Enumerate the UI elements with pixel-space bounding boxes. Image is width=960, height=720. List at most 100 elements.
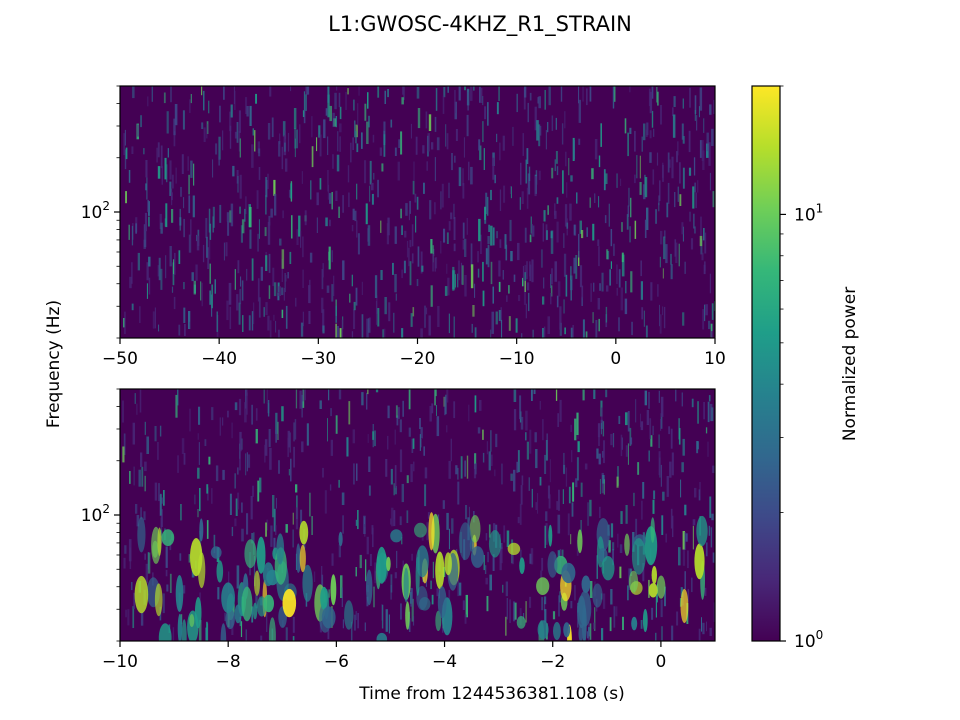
noise-streak <box>588 627 590 637</box>
noise-streak <box>361 392 364 406</box>
noise-streak <box>574 585 576 601</box>
noise-streak <box>453 316 455 338</box>
noise-streak <box>598 196 600 208</box>
noise-streak <box>569 203 572 221</box>
noise-streak <box>579 265 583 288</box>
noise-streak <box>571 502 574 517</box>
low-frequency-blob <box>302 564 313 602</box>
noise-streak <box>394 274 397 293</box>
noise-streak <box>559 591 561 603</box>
noise-streak <box>527 173 531 195</box>
noise-streak <box>338 544 341 558</box>
noise-streak <box>710 323 713 338</box>
noise-streak <box>678 243 680 267</box>
noise-streak <box>603 169 606 191</box>
noise-streak <box>171 192 173 201</box>
x-tick-label: −8 <box>216 652 241 672</box>
low-frequency-blob <box>428 512 435 551</box>
noise-streak <box>183 197 185 209</box>
noise-streak <box>679 194 682 206</box>
noise-streak <box>453 203 455 220</box>
low-frequency-blob <box>282 588 297 618</box>
noise-streak <box>534 432 537 443</box>
noise-streak <box>255 595 258 609</box>
noise-streak <box>539 401 541 410</box>
noise-streak <box>129 471 131 484</box>
noise-streak <box>420 251 423 274</box>
noise-streak <box>559 399 562 422</box>
noise-streak <box>575 478 578 488</box>
noise-streak <box>682 438 685 456</box>
noise-streak <box>351 331 354 338</box>
noise-streak <box>284 273 286 293</box>
noise-streak <box>509 599 511 623</box>
noise-streak <box>571 450 573 463</box>
noise-streak <box>240 276 242 287</box>
noise-streak <box>259 477 262 493</box>
noise-streak <box>589 499 592 517</box>
noise-streak <box>349 293 351 303</box>
low-frequency-blob <box>437 586 447 619</box>
noise-streak <box>464 238 467 257</box>
noise-streak <box>488 224 491 232</box>
noise-streak <box>542 419 544 441</box>
noise-streak <box>173 296 176 310</box>
noise-streak <box>429 405 432 422</box>
noise-streak <box>399 516 402 526</box>
noise-streak <box>670 253 672 265</box>
bottom-y-axis: 102 <box>81 388 120 642</box>
noise-streak <box>505 244 508 261</box>
noise-streak <box>570 601 573 609</box>
noise-streak <box>675 242 678 263</box>
noise-streak <box>377 86 380 98</box>
noise-streak <box>249 105 252 126</box>
noise-streak <box>258 219 260 239</box>
noise-streak <box>633 492 635 507</box>
noise-streak <box>157 142 160 158</box>
noise-streak <box>645 325 648 338</box>
noise-streak <box>345 91 347 110</box>
noise-streak <box>423 182 425 194</box>
noise-streak <box>402 86 404 95</box>
noise-streak <box>705 304 708 316</box>
noise-streak <box>629 86 631 93</box>
noise-streak <box>281 258 283 282</box>
noise-streak <box>356 220 358 238</box>
noise-streak <box>131 582 133 591</box>
low-frequency-blob <box>386 556 391 572</box>
noise-streak <box>625 412 628 426</box>
noise-streak <box>393 483 395 496</box>
noise-streak <box>635 518 638 540</box>
noise-streak <box>650 282 653 301</box>
noise-streak <box>562 170 564 194</box>
noise-streak <box>550 230 554 254</box>
noise-streak <box>490 329 492 338</box>
noise-streak <box>674 239 677 257</box>
noise-streak <box>365 203 368 225</box>
noise-streak <box>169 160 172 180</box>
noise-streak <box>400 131 403 155</box>
noise-streak <box>539 476 542 486</box>
noise-streak <box>245 389 247 409</box>
noise-streak <box>327 136 329 155</box>
colorbar-label: Normalized power <box>840 287 860 441</box>
noise-streak <box>207 247 209 269</box>
noise-streak <box>649 130 652 139</box>
noise-streak <box>217 587 220 600</box>
noise-streak <box>627 443 629 465</box>
noise-streak <box>189 99 191 113</box>
noise-streak <box>335 116 337 128</box>
noise-streak <box>603 479 605 495</box>
noise-streak <box>482 290 485 307</box>
noise-streak <box>658 434 660 449</box>
noise-streak <box>465 594 468 618</box>
noise-streak <box>612 86 615 109</box>
noise-streak <box>131 303 134 311</box>
noise-streak <box>466 455 469 479</box>
noise-streak <box>535 449 538 469</box>
noise-streak <box>256 190 259 209</box>
noise-streak <box>241 219 245 234</box>
noise-streak <box>240 225 243 243</box>
noise-streak <box>440 191 442 210</box>
noise-streak <box>629 427 632 446</box>
